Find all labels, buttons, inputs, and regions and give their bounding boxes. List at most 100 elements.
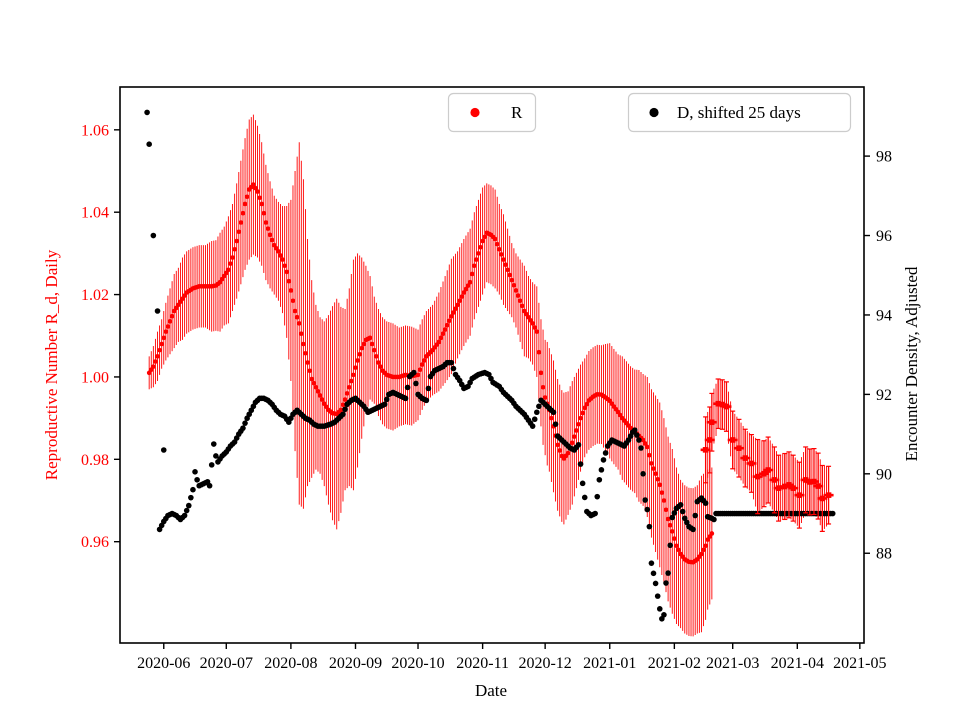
x-tick-label: 2021-01 <box>583 655 636 672</box>
r-late-marker <box>709 419 715 426</box>
r-data-point <box>265 226 271 231</box>
r-data-point <box>442 327 448 332</box>
d-data-point <box>534 409 540 416</box>
r-data-point <box>672 536 677 541</box>
d-data-point <box>634 432 640 438</box>
r-data-point <box>299 331 304 336</box>
d-data-point <box>661 612 667 618</box>
r-data-point <box>538 370 544 376</box>
r-late-marker <box>729 437 736 443</box>
r-data-point <box>659 490 665 495</box>
r-data-point <box>309 376 315 382</box>
r-data-point <box>355 358 360 363</box>
r-data-point <box>307 368 312 374</box>
x-tick-label: 2021-05 <box>833 655 886 672</box>
r-data-point <box>294 314 300 320</box>
d-data-point <box>552 421 559 427</box>
r-data-point <box>238 220 244 225</box>
r-data-point <box>303 350 308 356</box>
r-data-point <box>455 302 460 308</box>
r-data-point <box>555 442 560 448</box>
x-tick-label: 2020-07 <box>200 655 253 672</box>
r-data-point <box>276 249 281 254</box>
r-data-point <box>161 335 167 341</box>
r-data-point <box>661 498 667 503</box>
d-data-point <box>581 494 588 501</box>
d-data-point <box>529 423 536 429</box>
d-data-point <box>423 397 430 404</box>
x-tick-label: 2021-04 <box>771 655 824 672</box>
d-outlier-point <box>146 141 152 147</box>
d-data-point <box>242 420 248 426</box>
r-data-point <box>503 262 508 268</box>
r-late-marker <box>811 478 817 485</box>
y-right-axis-title: Encounter Density, Adjusted <box>902 266 921 461</box>
r-data-point <box>263 220 269 225</box>
d-data-point <box>531 416 538 423</box>
r-data-point <box>534 329 540 334</box>
r-data-point <box>465 283 471 288</box>
d-data-point <box>592 510 598 517</box>
d-outlier-point <box>160 447 167 453</box>
r-data-point <box>476 251 481 256</box>
d-data-point <box>206 482 213 489</box>
d-outlier-point <box>154 308 161 314</box>
d-data-point <box>188 494 194 501</box>
r-data-point <box>501 257 506 262</box>
d-data-point <box>679 508 686 515</box>
y-right-tick-label: 92 <box>876 387 892 404</box>
r-late-marker <box>790 485 796 491</box>
d-data-point <box>425 385 432 392</box>
r-data-point <box>290 298 296 304</box>
r-data-point <box>255 189 260 194</box>
r-late-marker <box>782 483 788 490</box>
r-data-point <box>438 335 444 341</box>
legend-r-marker-icon <box>470 107 480 118</box>
r-data-point <box>474 257 479 262</box>
d-data-point <box>383 396 390 403</box>
y-left-tick-label: 1.02 <box>81 287 109 304</box>
x-tick-label: 2020-06 <box>137 655 190 672</box>
r-data-point <box>367 335 373 341</box>
r-data-point <box>244 194 250 200</box>
d-data-point <box>638 445 644 451</box>
r-data-point <box>642 441 648 446</box>
r-data-point <box>511 283 517 288</box>
r-data-point <box>471 263 477 269</box>
r-late-plus-markers <box>700 378 834 532</box>
r-late-marker <box>786 482 792 488</box>
r-data-point <box>421 358 427 363</box>
r-data-point <box>436 339 442 345</box>
r-data-point <box>540 384 546 390</box>
r-data-point <box>374 354 379 359</box>
r-data-point <box>517 298 523 304</box>
d-data-point <box>669 514 676 521</box>
r-data-point <box>494 241 500 247</box>
r-data-point <box>669 529 675 534</box>
legend-d-box <box>627 92 852 133</box>
r-data-point <box>444 322 450 328</box>
d-data-point <box>381 401 388 408</box>
y-right-tick-label: 96 <box>876 228 892 245</box>
d-data-point <box>342 406 348 413</box>
r-data-point <box>461 290 467 295</box>
d-outlier-point <box>150 232 157 239</box>
r-data-point <box>440 331 446 336</box>
d-data-point <box>340 411 346 418</box>
r-data-point <box>572 434 577 439</box>
r-late-marker <box>723 403 730 410</box>
d-outlier-point <box>144 109 150 116</box>
r-late-marker <box>819 495 826 502</box>
r-data-point <box>317 393 323 398</box>
r-data-point <box>253 185 258 191</box>
d-series-dots <box>144 109 836 622</box>
d-data-point <box>579 480 586 487</box>
r-data-point <box>699 551 704 557</box>
r-data-point <box>482 234 488 240</box>
r-data-point <box>163 329 169 334</box>
d-data-point <box>190 486 196 493</box>
d-data-point <box>602 450 609 456</box>
r-data-point <box>709 531 715 536</box>
r-data-point <box>569 440 575 446</box>
d-data-point <box>404 384 411 391</box>
